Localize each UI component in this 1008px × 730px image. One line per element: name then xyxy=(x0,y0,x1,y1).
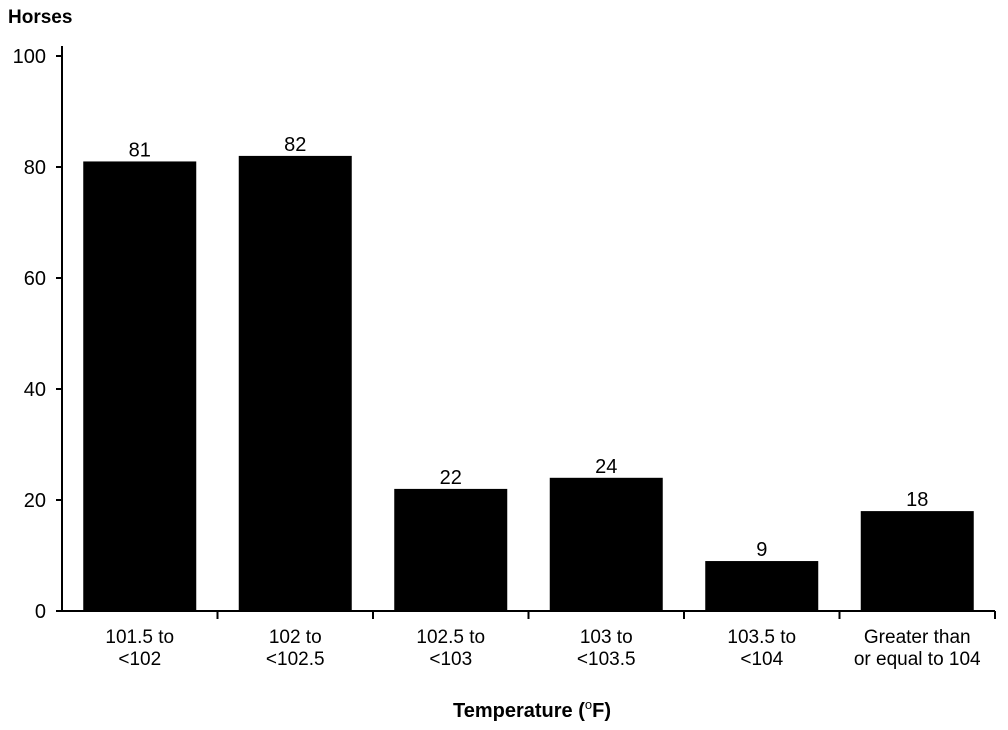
x-tick-label: <102 xyxy=(118,649,161,670)
x-tick-label: 103 to xyxy=(580,627,633,648)
y-axis-ticks: 0 20 40 60 80 100 xyxy=(13,46,62,623)
x-axis-title-suffix: F) xyxy=(592,700,611,722)
bar xyxy=(549,477,663,611)
x-tick-label: 102 to xyxy=(269,627,322,648)
x-axis-title-main: Temperature ( xyxy=(453,700,585,722)
x-tick-label: <102.5 xyxy=(266,649,325,670)
bar xyxy=(394,488,508,611)
x-tick-label: <103 xyxy=(429,649,472,670)
y-axis-title: Horses xyxy=(8,7,72,28)
x-tick-label: <104 xyxy=(740,649,783,670)
y-tick-label: 0 xyxy=(35,601,46,623)
data-labels: 81 82 22 24 9 18 xyxy=(129,134,929,561)
data-label: 24 xyxy=(595,456,617,478)
x-tick-label: or equal to 104 xyxy=(854,649,981,670)
x-tick-label: 103.5 to xyxy=(727,627,796,648)
bars xyxy=(83,155,974,611)
bar xyxy=(860,511,974,611)
y-tick-label: 100 xyxy=(13,46,46,68)
bar xyxy=(238,155,352,611)
data-label: 18 xyxy=(906,489,928,511)
x-axis-title-superscript: o xyxy=(585,697,592,712)
data-label: 9 xyxy=(756,539,767,561)
x-tick-label: Greater than xyxy=(864,627,971,648)
data-label: 82 xyxy=(284,134,306,156)
x-axis-ticks: 101.5 to<102 102 to<102.5 102.5 to<103 103 … xyxy=(105,611,996,670)
x-tick-label: 102.5 to xyxy=(416,627,485,648)
y-tick-label: 80 xyxy=(24,157,46,179)
data-label: 81 xyxy=(129,139,151,161)
x-axis-title: Temperature (oF) xyxy=(453,697,611,722)
bar xyxy=(705,561,819,611)
y-tick-label: 60 xyxy=(24,268,46,290)
y-tick-label: 40 xyxy=(24,379,46,401)
x-tick-label: 101.5 to xyxy=(105,627,174,648)
bar xyxy=(83,161,197,611)
x-tick-label: <103.5 xyxy=(577,649,636,670)
y-tick-label: 20 xyxy=(24,490,46,512)
data-label: 22 xyxy=(440,467,462,489)
